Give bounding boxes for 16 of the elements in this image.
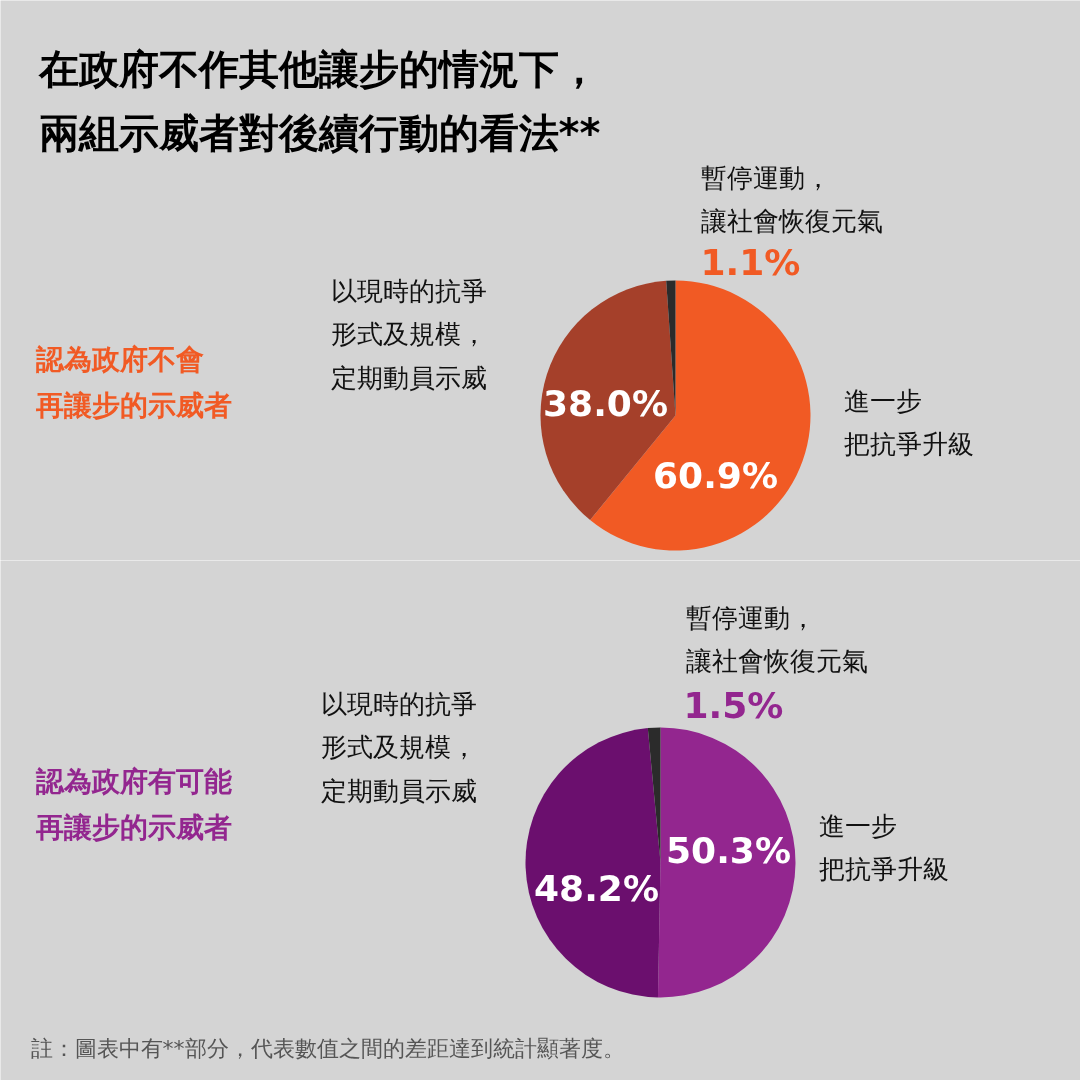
slice-label: 暫停運動，讓社會恢復元氣: [685, 602, 868, 676]
data-label: 50.3%: [666, 830, 791, 871]
data-label: 1.1%: [700, 242, 801, 283]
data-label: 1.5%: [683, 685, 784, 726]
data-label: 38.0%: [543, 383, 668, 424]
chart-title: 在政府不作其他讓步的情況下，兩組示威者對後續行動的看法**: [37, 45, 601, 156]
text: 註：圖表中有**部分，代表數值之間的差距達到統計顯著度。: [30, 1036, 625, 1061]
text: 認為政府有可能再讓步的示威者: [34, 764, 232, 844]
slice-label: 以現時的抗爭形式及規模，定期動員示威: [330, 275, 487, 393]
slice-label: 以現時的抗爭形式及規模，定期動員示威: [320, 688, 477, 806]
slice-label: 暫停運動，讓社會恢復元氣: [700, 162, 883, 236]
slice-label: 進一步把抗爭升級: [843, 385, 974, 459]
data-label: 48.2%: [534, 868, 659, 909]
slice-label: 進一步把抗爭升級: [818, 810, 949, 884]
data-label: 60.9%: [653, 455, 778, 496]
text: 認為政府不會再讓步的示威者: [34, 342, 232, 422]
